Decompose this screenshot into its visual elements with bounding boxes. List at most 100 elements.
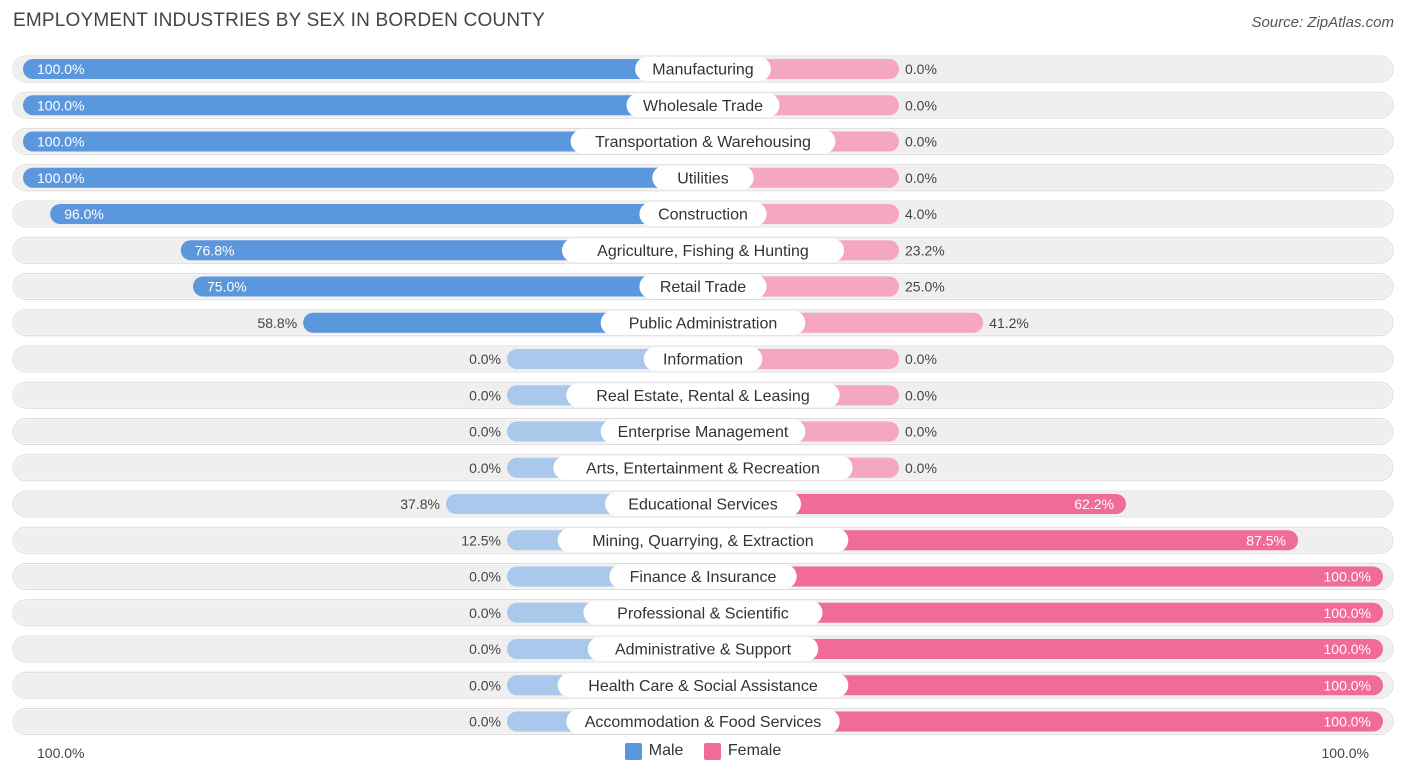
legend-label-male: Male [648, 742, 684, 759]
category-label: Enterprise Management [618, 424, 789, 441]
male-value-label: 100.0% [37, 61, 84, 77]
male-value-label: 100.0% [37, 97, 84, 113]
axis-left-label: 100.0% [37, 745, 85, 761]
category-label-bg [557, 673, 849, 698]
female-value-label: 0.0% [905, 61, 937, 77]
female-value-label: 0.0% [905, 387, 937, 403]
axis-right-label: 100.0% [1321, 745, 1369, 761]
bar-male [23, 95, 703, 116]
female-value-label: 25.0% [905, 279, 945, 295]
category-label: Accommodation & Food Services [585, 714, 822, 731]
bar-male [193, 276, 703, 297]
male-value-label: 0.0% [469, 351, 501, 367]
female-value-label: 0.0% [905, 170, 937, 186]
bar-male [23, 59, 703, 79]
category-label: Real Estate, Rental & Leasing [596, 388, 809, 405]
bar-male [23, 167, 703, 188]
male-value-label: 0.0% [469, 424, 501, 440]
bar-male [50, 204, 703, 224]
male-value-label: 0.0% [469, 641, 501, 657]
category-label: Utilities [677, 170, 729, 187]
category-label-bg [600, 419, 806, 444]
male-value-label: 0.0% [469, 569, 501, 585]
category-label-bg [605, 492, 801, 516]
female-value-label: 23.2% [905, 242, 945, 258]
chart-title: EMPLOYMENT INDUSTRIES BY SEX IN BORDEN C… [13, 10, 545, 31]
male-value-label: 75.0% [207, 279, 247, 295]
category-label: Retail Trade [660, 279, 746, 296]
category-label: Transportation & Warehousing [595, 134, 811, 151]
source-label: Source: ZipAtlas.com [1251, 14, 1394, 31]
female-value-label: 100.0% [1324, 677, 1371, 693]
male-value-label: 100.0% [37, 170, 84, 186]
legend: Male Female [0, 742, 1406, 765]
category-label-bg [570, 129, 836, 154]
male-value-label: 76.8% [195, 242, 235, 258]
legend-swatch-male [624, 742, 642, 760]
female-value-label: 0.0% [905, 134, 937, 150]
category-label: Wholesale Trade [643, 98, 763, 115]
male-value-label: 58.8% [257, 315, 297, 331]
category-label-bg [609, 564, 797, 589]
category-label-bg [600, 310, 806, 335]
female-value-label: 41.2% [989, 315, 1029, 331]
category-label: Administrative & Support [615, 642, 792, 659]
bar-female [703, 639, 1383, 659]
male-value-label: 0.0% [469, 460, 501, 476]
female-value-label: 87.5% [1246, 532, 1286, 548]
male-value-label: 0.0% [469, 677, 501, 693]
category-label-bg [635, 57, 771, 81]
category-label-bg [587, 637, 819, 661]
category-label: Arts, Entertainment & Recreation [586, 460, 820, 477]
category-label-bg [562, 238, 844, 263]
female-value-label: 0.0% [905, 351, 937, 367]
bar-female [703, 675, 1383, 696]
male-value-label: 0.0% [469, 387, 501, 403]
female-value-label: 62.2% [1074, 496, 1114, 512]
category-label-bg [583, 600, 823, 625]
category-label: Finance & Insurance [630, 569, 777, 586]
legend-swatch-female [703, 742, 721, 760]
category-label-bg [626, 93, 780, 118]
female-value-label: 0.0% [905, 460, 937, 476]
female-value-label: 0.0% [905, 97, 937, 113]
category-label: Public Administration [629, 315, 778, 332]
category-label: Mining, Quarrying, & Extraction [592, 533, 813, 550]
category-label: Professional & Scientific [617, 605, 789, 622]
female-value-label: 4.0% [905, 206, 937, 222]
male-value-label: 0.0% [469, 605, 501, 621]
category-label: Health Care & Social Assistance [588, 678, 818, 695]
female-value-label: 100.0% [1324, 605, 1371, 621]
male-value-label: 0.0% [469, 714, 501, 730]
diverging-bar-chart: 100.0% 0.0% Manufacturing 100.0% 0.0% Wholesa… [12, 55, 1394, 735]
female-value-label: 0.0% [905, 424, 937, 440]
category-label-bg [639, 274, 767, 299]
bar-male [23, 131, 703, 152]
category-label-bg [652, 165, 754, 190]
category-label: Information [663, 352, 743, 369]
legend-label-female: Female [727, 742, 782, 759]
female-value-label: 100.0% [1324, 569, 1371, 585]
legend-item-female: Female [703, 742, 782, 760]
category-label-bg [643, 347, 763, 371]
bar-female [703, 494, 1126, 514]
bar-female [703, 566, 1383, 587]
legend-item-male: Male [624, 742, 684, 760]
category-label-bg [557, 528, 849, 553]
category-label-bg [639, 202, 767, 226]
male-value-label: 96.0% [64, 206, 104, 222]
category-label: Construction [658, 207, 748, 224]
category-label: Educational Services [628, 497, 777, 514]
category-label-bg [566, 709, 840, 734]
bar-female [703, 602, 1383, 623]
category-label: Manufacturing [652, 62, 753, 79]
bar-female [703, 530, 1298, 551]
category-label: Agriculture, Fishing & Hunting [597, 243, 809, 260]
category-label-bg [566, 383, 840, 408]
male-value-label: 100.0% [37, 134, 84, 150]
female-value-label: 100.0% [1324, 641, 1371, 657]
male-value-label: 37.8% [400, 496, 440, 512]
category-label-bg [553, 455, 853, 480]
male-value-label: 12.5% [461, 532, 501, 548]
bar-female [703, 711, 1383, 732]
